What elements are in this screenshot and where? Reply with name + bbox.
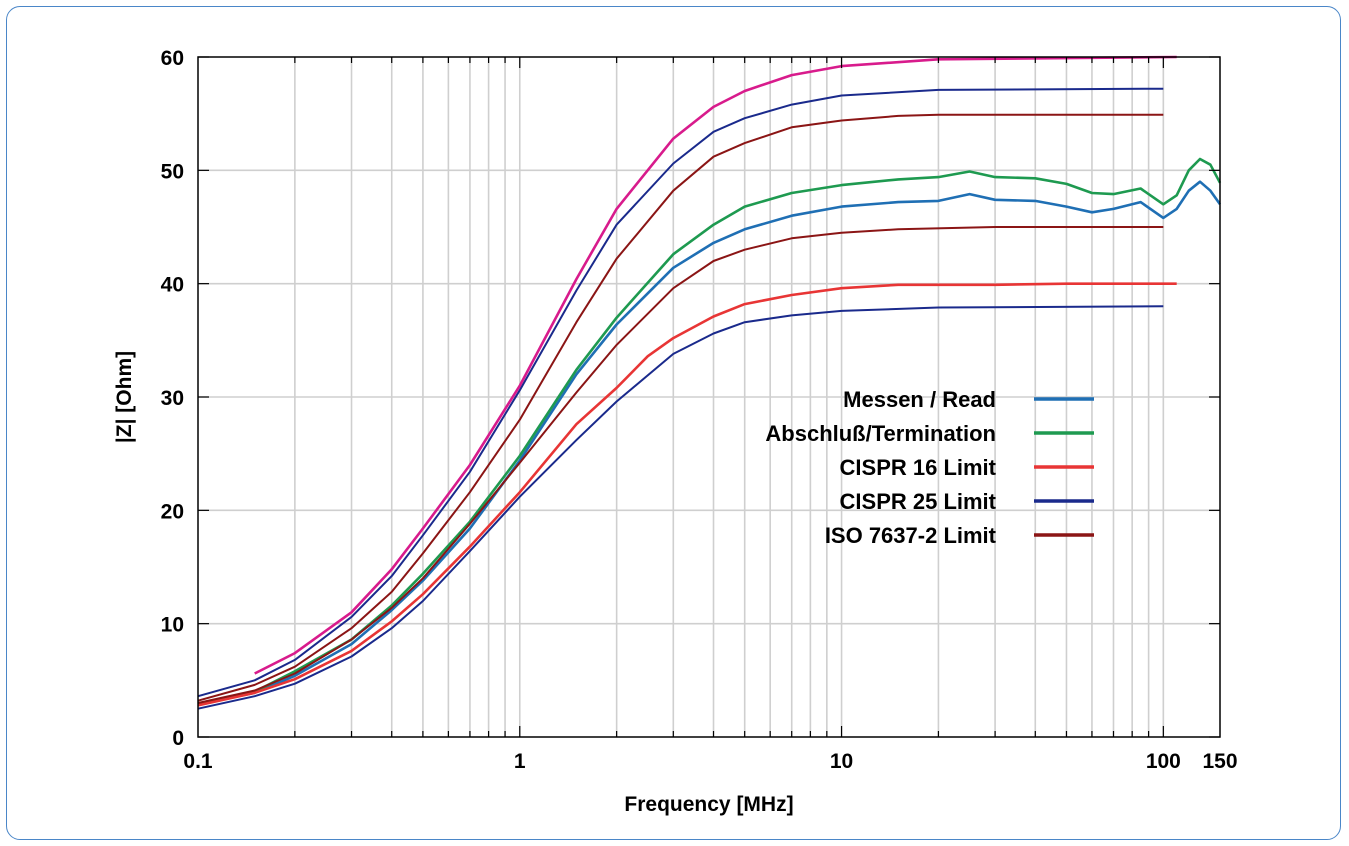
tick-marks — [198, 56, 1220, 738]
series-line-4 — [197, 305, 1164, 710]
series-line-0 — [197, 180, 1222, 706]
y-tick-labels: 0 10 20 30 40 50 60 — [161, 47, 184, 750]
x-tick-label: 1 — [514, 750, 526, 773]
legend-label: CISPR 25 Limit — [840, 489, 997, 514]
grid — [198, 57, 1220, 737]
y-tick-label: 40 — [161, 274, 184, 297]
x-tick-label: 10 — [830, 750, 853, 773]
y-tick-label: 20 — [161, 500, 184, 523]
series-line-1 — [197, 157, 1222, 706]
series-line-5 — [197, 113, 1164, 702]
series-line-7 — [254, 55, 1177, 675]
y-axis-title: |Z| [Ohm] — [113, 351, 136, 443]
x-tick-label: 0.1 — [183, 750, 213, 773]
legend-label: ISO 7637-2 Limit — [825, 523, 997, 548]
legend-label: Abschluß/Termination — [765, 421, 996, 446]
legend-label: Messen / Read — [843, 387, 996, 412]
x-tick-labels: 0.1 1 10 100 150 — [183, 750, 1237, 773]
y-tick-label: 0 — [172, 727, 184, 750]
y-tick-label: 60 — [161, 47, 184, 70]
series-layer — [197, 55, 1222, 710]
series-line-2 — [197, 282, 1177, 707]
x-axis-title: Frequency [MHz] — [624, 793, 793, 816]
x-tick-label: 100 — [1146, 750, 1181, 773]
y-tick-label: 10 — [161, 614, 184, 637]
series-line-3 — [197, 87, 1164, 698]
y-tick-label: 30 — [161, 387, 184, 410]
legend: Messen / Read Abschluß/Termination CISPR 1… — [765, 387, 1094, 548]
y-tick-label: 50 — [161, 160, 184, 183]
series-line-6 — [197, 226, 1164, 704]
x-tick-label: 150 — [1202, 750, 1237, 773]
legend-label: CISPR 16 Limit — [840, 455, 997, 480]
